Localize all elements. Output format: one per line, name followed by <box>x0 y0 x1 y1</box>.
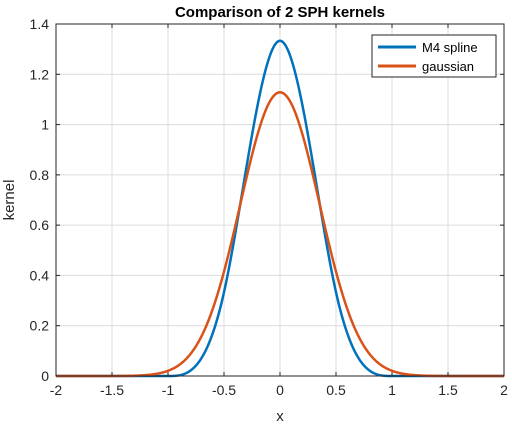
x-tick-label: -1.5 <box>100 382 124 398</box>
x-tick-label: 0 <box>276 382 284 398</box>
x-tick-label: -1 <box>162 382 175 398</box>
legend-label-m4-spline: M4 spline <box>422 40 478 55</box>
y-tick-label: 0.8 <box>30 167 50 183</box>
x-tick-label: 2 <box>500 382 508 398</box>
x-axis-label: x <box>276 408 284 425</box>
chart-title: Comparison of 2 SPH kernels <box>175 4 385 21</box>
y-tick-label: 1 <box>41 117 49 133</box>
x-tick-label: -0.5 <box>212 382 236 398</box>
y-tick-label: 0.4 <box>30 267 50 283</box>
ticks: -2 -1.5 -1 -0.5 0 0.5 1 1.5 2 0 0.2 0.4 0.6 0.8 1 1.2 1.… <box>30 16 509 398</box>
y-tick-label: 0.2 <box>30 318 50 334</box>
legend-box <box>371 34 497 78</box>
y-tick-label: 0 <box>41 368 49 384</box>
y-tick-label: 0.6 <box>30 217 50 233</box>
x-tick-label: 1 <box>388 382 396 398</box>
y-axis-label: kernel <box>1 180 18 221</box>
legend: M4 spline gaussian <box>371 34 497 78</box>
x-tick-label: 0.5 <box>326 382 346 398</box>
y-tick-label: 1.2 <box>30 66 50 82</box>
x-tick-label: 1.5 <box>438 382 458 398</box>
legend-label-gaussian: gaussian <box>422 59 474 74</box>
y-tick-label: 1.4 <box>30 16 50 32</box>
x-tick-label: -2 <box>50 382 63 398</box>
